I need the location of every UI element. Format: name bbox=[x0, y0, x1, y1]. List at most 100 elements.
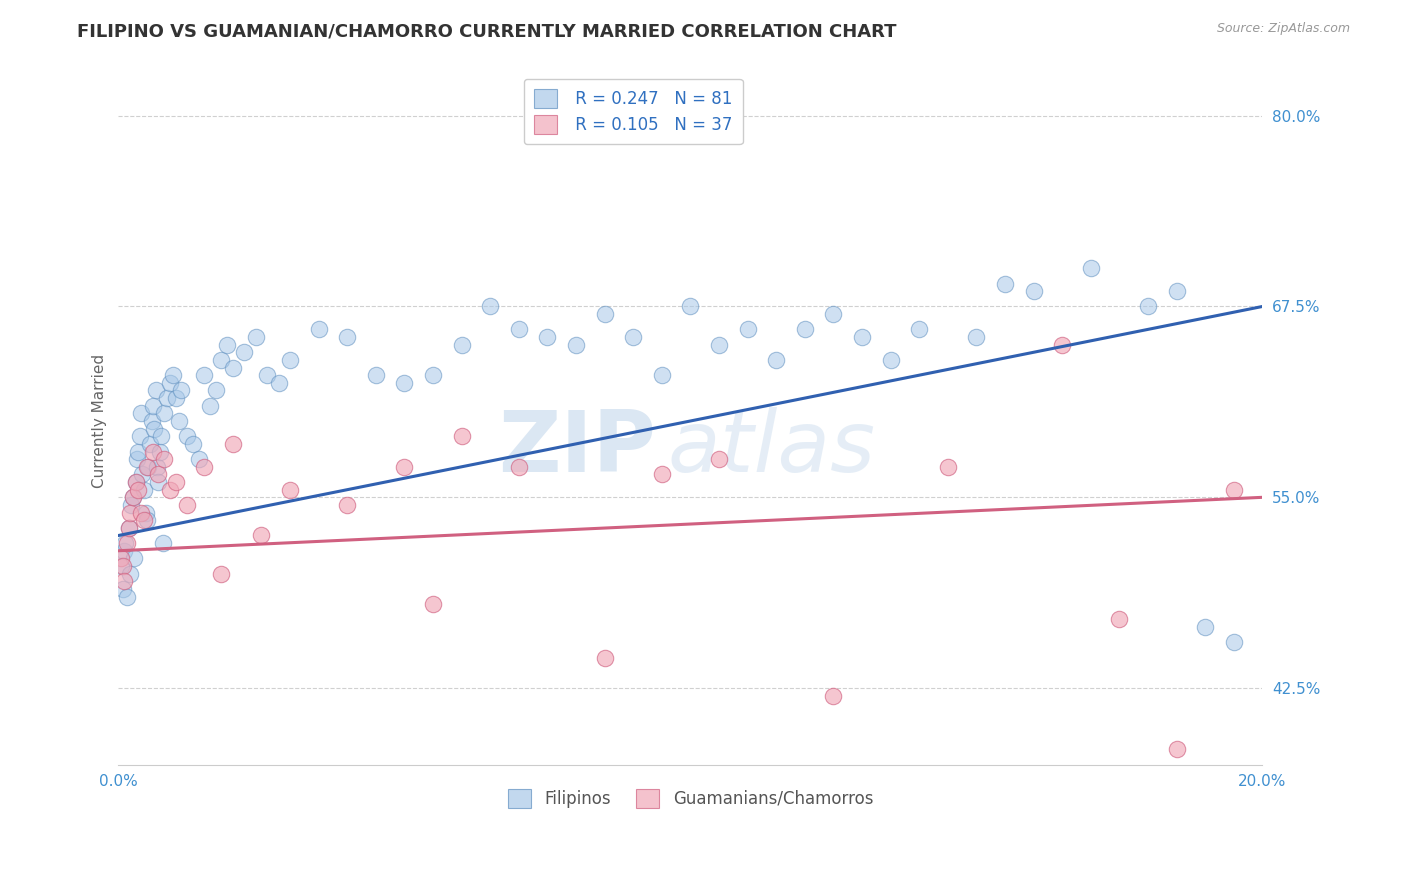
Point bbox=[127, 483, 149, 497]
Point bbox=[707, 337, 730, 351]
Point bbox=[148, 467, 170, 482]
Point bbox=[110, 551, 132, 566]
Point bbox=[159, 483, 181, 497]
Y-axis label: Currently Married: Currently Married bbox=[93, 354, 107, 488]
Point bbox=[112, 543, 135, 558]
Point bbox=[593, 650, 616, 665]
Point bbox=[209, 566, 232, 581]
Point bbox=[336, 330, 359, 344]
Legend: Filipinos, Guamanians/Chamorros: Filipinos, Guamanians/Chamorros bbox=[501, 782, 880, 814]
Point bbox=[145, 384, 167, 398]
Point bbox=[142, 444, 165, 458]
Point bbox=[111, 582, 134, 596]
Point bbox=[508, 459, 530, 474]
Point bbox=[267, 376, 290, 390]
Point bbox=[125, 452, 148, 467]
Point bbox=[131, 467, 153, 482]
Text: ZIP: ZIP bbox=[498, 407, 657, 490]
Point bbox=[593, 307, 616, 321]
Point bbox=[134, 483, 156, 497]
Point bbox=[121, 491, 143, 505]
Point bbox=[936, 459, 959, 474]
Point bbox=[1223, 635, 1246, 649]
Point bbox=[851, 330, 873, 344]
Point bbox=[156, 391, 179, 405]
Point bbox=[127, 444, 149, 458]
Point bbox=[135, 506, 157, 520]
Point bbox=[115, 536, 138, 550]
Point bbox=[994, 277, 1017, 291]
Point bbox=[737, 322, 759, 336]
Point bbox=[136, 513, 159, 527]
Point bbox=[114, 536, 136, 550]
Point bbox=[153, 452, 176, 467]
Point bbox=[120, 498, 142, 512]
Point bbox=[222, 360, 245, 375]
Point bbox=[508, 322, 530, 336]
Text: FILIPINO VS GUAMANIAN/CHAMORRO CURRENTLY MARRIED CORRELATION CHART: FILIPINO VS GUAMANIAN/CHAMORRO CURRENTLY… bbox=[77, 22, 897, 40]
Point bbox=[129, 429, 152, 443]
Point bbox=[536, 330, 558, 344]
Point bbox=[176, 429, 198, 443]
Point bbox=[193, 459, 215, 474]
Point bbox=[139, 437, 162, 451]
Point bbox=[142, 422, 165, 436]
Point bbox=[112, 574, 135, 589]
Point bbox=[1052, 337, 1074, 351]
Point bbox=[245, 330, 267, 344]
Point bbox=[479, 300, 502, 314]
Point bbox=[110, 559, 132, 574]
Point bbox=[1166, 284, 1188, 298]
Point bbox=[394, 459, 416, 474]
Point bbox=[146, 459, 169, 474]
Point bbox=[167, 414, 190, 428]
Point bbox=[1080, 261, 1102, 276]
Point bbox=[966, 330, 988, 344]
Point bbox=[131, 406, 153, 420]
Point bbox=[136, 459, 159, 474]
Point bbox=[153, 406, 176, 420]
Point bbox=[165, 391, 187, 405]
Point bbox=[394, 376, 416, 390]
Point bbox=[793, 322, 815, 336]
Point bbox=[222, 437, 245, 451]
Point bbox=[679, 300, 702, 314]
Point bbox=[187, 452, 209, 467]
Point bbox=[170, 384, 193, 398]
Point bbox=[1108, 612, 1130, 626]
Point bbox=[651, 467, 673, 482]
Text: Source: ZipAtlas.com: Source: ZipAtlas.com bbox=[1216, 22, 1350, 36]
Point bbox=[118, 521, 141, 535]
Point bbox=[278, 483, 301, 497]
Point bbox=[193, 368, 215, 383]
Point bbox=[118, 521, 141, 535]
Point bbox=[115, 590, 138, 604]
Point bbox=[118, 506, 141, 520]
Point bbox=[111, 559, 134, 574]
Point bbox=[209, 352, 232, 367]
Point bbox=[565, 337, 588, 351]
Point bbox=[152, 536, 174, 550]
Point bbox=[149, 444, 172, 458]
Point bbox=[162, 368, 184, 383]
Point bbox=[879, 352, 901, 367]
Point bbox=[308, 322, 330, 336]
Point bbox=[176, 498, 198, 512]
Point bbox=[131, 506, 153, 520]
Point bbox=[422, 597, 444, 611]
Point bbox=[765, 352, 787, 367]
Point bbox=[250, 528, 273, 542]
Point bbox=[121, 491, 143, 505]
Point bbox=[1137, 300, 1160, 314]
Point bbox=[181, 437, 204, 451]
Point bbox=[707, 452, 730, 467]
Point bbox=[823, 689, 845, 703]
Point bbox=[165, 475, 187, 489]
Point bbox=[908, 322, 931, 336]
Point bbox=[198, 399, 221, 413]
Text: atlas: atlas bbox=[668, 407, 876, 490]
Point bbox=[422, 368, 444, 383]
Point bbox=[278, 352, 301, 367]
Point bbox=[142, 399, 165, 413]
Point bbox=[256, 368, 278, 383]
